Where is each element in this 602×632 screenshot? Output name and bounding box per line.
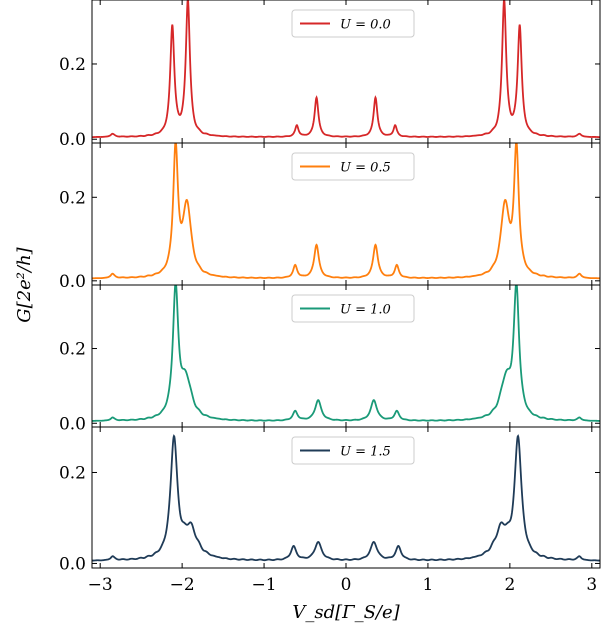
legend-label: U = 0.0 bbox=[340, 18, 391, 33]
x-tick-label: 1 bbox=[423, 575, 434, 595]
x-tick-label: 3 bbox=[586, 575, 597, 595]
legend-label: U = 1.0 bbox=[340, 303, 391, 318]
x-tick-label: −1 bbox=[252, 575, 277, 595]
series-line-3 bbox=[92, 285, 600, 422]
y-tick-label: 0.2 bbox=[59, 340, 86, 360]
y-tick-label: 0.2 bbox=[59, 463, 86, 483]
legend-box bbox=[291, 152, 415, 181]
legend-label: U = 0.5 bbox=[340, 161, 391, 176]
x-tick-label: −3 bbox=[88, 575, 113, 595]
legend-box bbox=[291, 436, 415, 465]
panel-4: 0.0 0.2 U = 1.5 bbox=[59, 426, 601, 574]
legend-label: U = 1.5 bbox=[340, 445, 391, 460]
series-line-2 bbox=[92, 143, 600, 280]
series-line-1 bbox=[92, 0, 600, 138]
legend-box bbox=[291, 9, 415, 38]
x-axis-label: V_sd[Γ_S/e] bbox=[292, 602, 400, 623]
y-tick-label: 0.0 bbox=[59, 414, 86, 434]
y-tick-label: 0.2 bbox=[59, 55, 86, 75]
y-tick-label: 0.2 bbox=[59, 188, 86, 208]
panel-2: 0.0 0.2 U = 0.5 bbox=[59, 142, 601, 292]
x-tick-label: −2 bbox=[170, 575, 195, 595]
y-axis-label: G[2e²/h] bbox=[14, 246, 35, 322]
y-tick-label: 0.0 bbox=[59, 272, 86, 292]
panel-1: 0.0 0.2 U = 0.0 bbox=[59, 0, 601, 150]
series-line-4 bbox=[92, 434, 600, 562]
legend-box bbox=[291, 294, 415, 323]
x-tick-label: 2 bbox=[504, 575, 515, 595]
y-tick-label: 0.0 bbox=[59, 130, 86, 150]
panel-3: 0.0 0.2 U = 1.0 bbox=[59, 284, 601, 434]
x-tick-label: 0 bbox=[341, 575, 352, 595]
y-tick-label: 0.0 bbox=[59, 554, 86, 574]
